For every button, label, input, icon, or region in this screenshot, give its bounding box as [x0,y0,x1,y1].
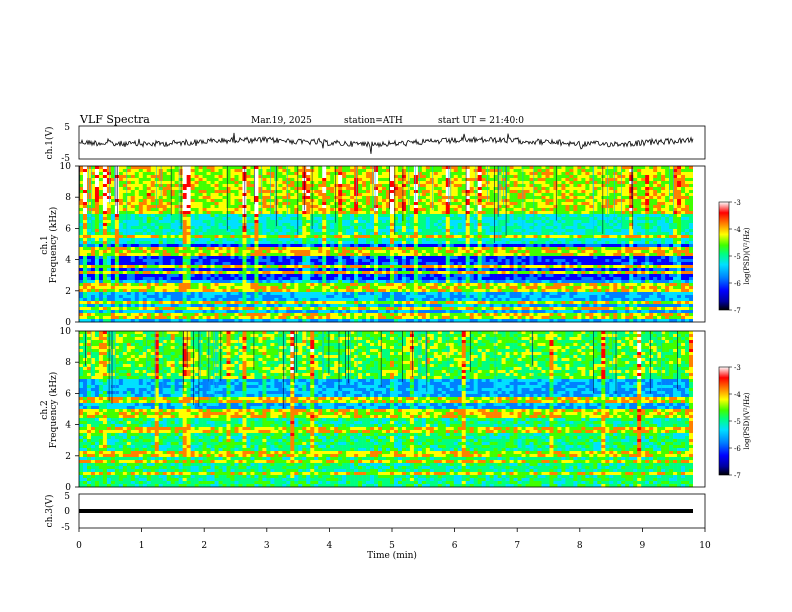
ch1-cb-tick-label: -4 [734,226,741,234]
x-tick-label: 0 [76,541,82,551]
header-station: station=ATH [344,116,403,126]
ch2-spec-ylabel-line1: ch.2 [40,400,50,419]
ch1-cb-tick-label: -6 [734,280,741,288]
ch1-spec-ylabel-line2: Frequency (kHz) [48,207,59,284]
ch1-spec-ytick-label: 10 [60,162,72,172]
ch1-spec-ytick-label: 4 [65,256,71,266]
ch2-spec-ytick-label: 4 [65,421,71,431]
ch1-ytick-5: 5 [64,123,70,133]
ch1-cb-tick-label: -7 [734,307,741,315]
ch3-ytick-neg5: -5 [61,523,70,533]
ch2-spec-ytick-label: 2 [65,452,71,462]
ch1-spectrogram-image [79,166,705,323]
ch3-ytick-0: 0 [64,507,70,517]
ch2-spectrogram-image [79,331,705,488]
ch3-waveform-line [79,509,693,513]
ch1-colorbar-label: log(PSD)(V²/Hz) [743,227,751,284]
ch3-waveform-panel: 5 0 -5 ch.3(V) [44,492,706,533]
x-axis-label: Time (min) [367,550,417,561]
ch2-cb-tick-label: -6 [734,445,741,453]
header-start-ut: start UT = 21:40:0 [438,116,524,126]
ch2-spec-ytick-label: 8 [65,358,71,368]
x-tick-label: 4 [327,541,333,551]
ch1-spec-ytick-label: 0 [65,318,71,328]
ch2-cb-tick-label: -7 [734,472,741,480]
x-tick-label: 3 [264,541,270,551]
x-tick-label: 7 [514,541,520,551]
ch3-ylabel: ch.3(V) [44,495,55,528]
ch2-spec-ytick-label: 0 [65,483,71,493]
ch1-spec-ytick-label: 2 [65,287,71,297]
x-tick-label: 2 [201,541,207,551]
x-tick-label: 5 [389,541,395,551]
ch1-spec-ytick-label: 8 [65,193,71,203]
ch1-waveform-line [78,132,694,154]
ch2-cb-tick-label: -4 [734,391,741,399]
figure-title: VLF Spectra [79,113,150,126]
x-tick-label: 8 [577,541,583,551]
ch2-spec-ytick-label: 6 [65,389,71,399]
x-tick-label: 10 [699,541,711,551]
ch1-waveform-panel: 5 -5 ch.1(V) [44,123,706,164]
ch2-spec-ytick-label: 10 [60,327,72,337]
ch1-spec-ytick-label: 6 [65,224,71,234]
ch1-ytick-neg5: -5 [61,154,70,164]
x-tick-label: 1 [139,541,145,551]
ch2-cb-tick-label: -3 [734,364,741,372]
ch2-spec-ylabel-line2: Frequency (kHz) [48,372,59,449]
x-tick-label: 9 [640,541,646,551]
ch1-colorbar [718,201,730,311]
ch1-cb-tick-label: -5 [734,253,741,261]
ch2-colorbar [718,366,730,476]
header-date: Mar.19, 2025 [251,116,312,126]
ch1-spec-ylabel-line1: ch.1 [40,235,50,254]
x-axis: 0 1 2 3 4 5 6 7 8 9 10 [76,528,711,551]
ch2-colorbar-label: log(PSD)(V²/Hz) [743,392,751,449]
ch1-cb-tick-label: -3 [734,199,741,207]
ch1-ylabel: ch.1(V) [44,127,55,160]
ch2-cb-tick-label: -5 [734,418,741,426]
ch3-ytick-5: 5 [64,492,70,502]
x-tick-label: 6 [452,541,458,551]
